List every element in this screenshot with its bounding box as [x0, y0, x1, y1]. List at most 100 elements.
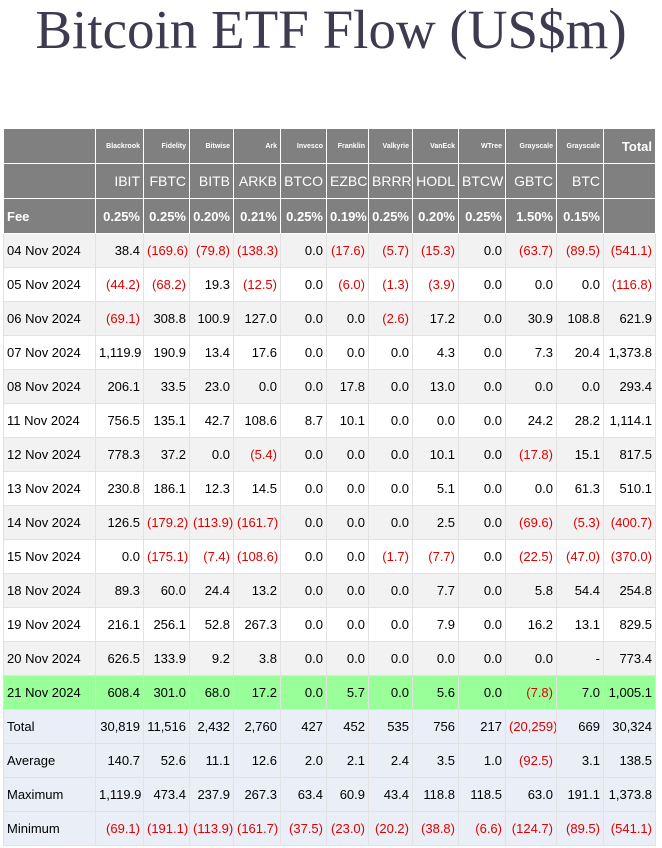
issuer-name: Ark — [233, 128, 281, 164]
header-cell — [603, 163, 656, 199]
flow-value: 0.0 — [280, 675, 327, 710]
flow-value: 0.0 — [458, 641, 506, 676]
flow-value: 0.0 — [505, 641, 557, 676]
flow-value: 0.0 — [326, 505, 369, 540]
issuer-name: Invesco — [280, 128, 327, 164]
total-header: Total — [603, 128, 656, 164]
date: 12 Nov 2024 — [3, 437, 96, 472]
summary-value: 43.4 — [368, 777, 413, 812]
flow-value: (7.4) — [189, 539, 234, 574]
summary-label: Maximum — [3, 777, 96, 812]
issuer-name: Grayscale — [556, 128, 604, 164]
flow-value: (169.6) — [143, 233, 190, 268]
summary-value: 2.1 — [326, 743, 369, 778]
flow-value: (69.6) — [505, 505, 557, 540]
ticker: EZBC — [326, 163, 369, 199]
flow-value: 0.0 — [326, 607, 369, 642]
flow-value: (370.0) — [603, 539, 656, 574]
ticker: BITB — [189, 163, 234, 199]
flow-value: 9.2 — [189, 641, 234, 676]
flow-value: 0.0 — [412, 641, 459, 676]
table-row: 12 Nov 2024 778.3 37.2 0.0 (5.4) 0.0 0.0 0.0 10.… — [3, 437, 656, 472]
flow-value: 0.0 — [505, 369, 557, 404]
summary-value: (37.5) — [280, 811, 327, 846]
summary-value: 669 — [556, 709, 604, 744]
ticker: BTCW — [458, 163, 506, 199]
flow-value: 135.1 — [143, 403, 190, 438]
flow-value: 1,373.8 — [603, 335, 656, 370]
table-row: 11 Nov 2024 756.5 135.1 42.7 108.6 8.7 10.1 0.0… — [3, 403, 656, 438]
flow-value: (63.7) — [505, 233, 557, 268]
ticker: HODL — [412, 163, 459, 199]
flow-value: 54.4 — [556, 573, 604, 608]
flow-value: 17.2 — [412, 301, 459, 336]
header-cell — [3, 163, 96, 199]
flow-value: 0.0 — [368, 607, 413, 642]
flow-value: 0.0 — [458, 539, 506, 574]
ticker: BTCO — [280, 163, 327, 199]
summary-value: 2,432 — [189, 709, 234, 744]
flow-value: (89.5) — [556, 233, 604, 268]
summary-value: 11.1 — [189, 743, 234, 778]
flow-value: 0.0 — [326, 573, 369, 608]
summary-value: 237.9 — [189, 777, 234, 812]
flow-value: (79.8) — [189, 233, 234, 268]
flow-value: 17.6 — [233, 335, 281, 370]
ticker: GBTC — [505, 163, 557, 199]
flow-value: 0.0 — [458, 573, 506, 608]
flow-value: (400.7) — [603, 505, 656, 540]
issuer-name: Bitwise — [189, 128, 234, 164]
fee-label: Fee — [3, 198, 96, 234]
flow-value: (22.5) — [505, 539, 557, 574]
fee-value: 0.25% — [143, 198, 190, 234]
flow-value: 24.2 — [505, 403, 557, 438]
summary-value: (69.1) — [95, 811, 144, 846]
flow-value: 13.4 — [189, 335, 234, 370]
flow-value: 0.0 — [280, 505, 327, 540]
ticker: IBIT — [95, 163, 144, 199]
flow-value: 190.9 — [143, 335, 190, 370]
flow-value: 293.4 — [603, 369, 656, 404]
flow-value: 68.0 — [189, 675, 234, 710]
table-row: 08 Nov 2024 206.1 33.5 23.0 0.0 0.0 17.8 0.0 13.… — [3, 369, 656, 404]
flow-value: 0.0 — [280, 267, 327, 302]
flow-value: 0.0 — [368, 335, 413, 370]
flow-value: 0.0 — [458, 471, 506, 506]
flow-value: 13.2 — [233, 573, 281, 608]
table-row: 18 Nov 2024 89.3 60.0 24.4 13.2 0.0 0.0 0.0 7.7 0… — [3, 573, 656, 608]
summary-value: 30,819 — [95, 709, 144, 744]
flow-value: (17.6) — [326, 233, 369, 268]
flow-value: (138.3) — [233, 233, 281, 268]
ticker: ARKB — [233, 163, 281, 199]
flow-value: 52.8 — [189, 607, 234, 642]
summary-value: (20,259) — [505, 709, 557, 744]
flow-value: 0.0 — [368, 675, 413, 710]
table-row: 05 Nov 2024 (44.2) (68.2) 19.3 (12.5) 0.0 (6.0… — [3, 267, 656, 302]
table-row: 07 Nov 2024 1,119.9 190.9 13.4 17.6 0.0 0.0 0.0… — [3, 335, 656, 370]
flow-value: 0.0 — [458, 233, 506, 268]
date: 07 Nov 2024 — [3, 335, 96, 370]
date: 06 Nov 2024 — [3, 301, 96, 336]
flow-value: 0.0 — [280, 233, 327, 268]
flow-value: (7.7) — [412, 539, 459, 574]
flow-value: 0.0 — [326, 437, 369, 472]
date: 13 Nov 2024 — [3, 471, 96, 506]
summary-value: 3.1 — [556, 743, 604, 778]
flow-value: 0.0 — [458, 403, 506, 438]
flow-value: 0.0 — [368, 505, 413, 540]
flow-value: 0.0 — [280, 437, 327, 472]
flow-value: 0.0 — [280, 539, 327, 574]
date: 04 Nov 2024 — [3, 233, 96, 268]
issuer-name: Valkyrie — [368, 128, 413, 164]
flow-value: 33.5 — [143, 369, 190, 404]
summary-value: 3.5 — [412, 743, 459, 778]
flow-value: 12.3 — [189, 471, 234, 506]
flow-value: 626.5 — [95, 641, 144, 676]
flow-value: 216.1 — [95, 607, 144, 642]
summary-value: 60.9 — [326, 777, 369, 812]
summary-value: 118.8 — [412, 777, 459, 812]
flow-value: 0.0 — [556, 267, 604, 302]
header-cell — [603, 198, 656, 234]
flow-value: 621.9 — [603, 301, 656, 336]
flow-value: 0.0 — [280, 471, 327, 506]
